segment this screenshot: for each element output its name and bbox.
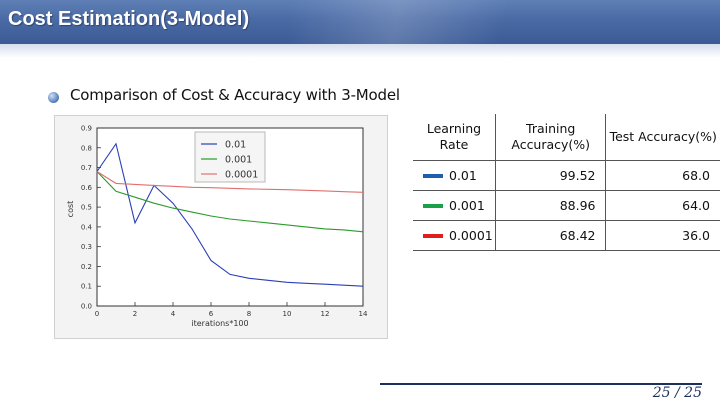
line-swatch — [423, 233, 443, 238]
x-tick-label: 12 — [321, 310, 330, 318]
line-swatch — [423, 173, 443, 178]
line-swatch — [423, 203, 443, 208]
lr-cell: 0.001 — [413, 190, 496, 221]
bullet-text: Comparison of Cost & Accuracy with 3-Mod… — [70, 86, 400, 104]
lr-value: 0.0001 — [449, 228, 493, 243]
header-training-accuracy: Training Accuracy(%) — [495, 114, 607, 161]
cost-chart-svg: 0.0 0.1 0.2 0.3 0.4 0.5 0.6 0.7 0.8 0.9 0 2 4 6 8 10 12 1… — [66, 125, 368, 329]
x-tick-label: 14 — [359, 310, 368, 318]
series-line-0.0001 — [96, 171, 364, 193]
x-tick-label: 4 — [171, 310, 176, 318]
x-tick-label: 8 — [247, 310, 251, 318]
results-table: Learning Rate Training Accuracy(%) Test … — [413, 114, 720, 251]
test-accuracy-cell: 64.0 — [605, 190, 720, 221]
y-tick-label: 0.3 — [81, 243, 92, 251]
header-learning-rate: Learning Rate — [413, 114, 496, 161]
lr-value: 0.001 — [449, 198, 485, 213]
cost-chart: 0.0 0.1 0.2 0.3 0.4 0.5 0.6 0.7 0.8 0.9 0 2 4 6 8 10 12 1… — [54, 115, 388, 339]
title-sheen — [0, 0, 720, 44]
footer-line — [380, 383, 702, 385]
x-tick-label: 0 — [95, 310, 99, 318]
lr-cell: 0.01 — [413, 160, 496, 191]
y-tick-label: 0.2 — [81, 263, 92, 271]
training-accuracy-cell: 68.42 — [495, 220, 607, 251]
legend-label: 0.0001 — [225, 170, 258, 181]
y-tick-label: 0.8 — [81, 144, 92, 152]
y-tick-label: 0.9 — [81, 125, 92, 133]
table-row: 0.0001 68.42 36.0 — [413, 220, 720, 251]
series-line-0.001 — [96, 171, 364, 233]
title-bar — [0, 0, 720, 44]
y-axis-label: cost — [66, 201, 75, 218]
header-test-accuracy: Test Accuracy(%) — [605, 114, 720, 161]
training-accuracy-cell: 99.52 — [495, 160, 607, 191]
y-tick-label: 0.0 — [81, 303, 92, 311]
x-tick-label: 6 — [209, 310, 214, 318]
y-tick-label: 0.5 — [81, 204, 92, 212]
lr-value: 0.01 — [449, 168, 477, 183]
table-row: 0.01 99.52 68.0 — [413, 160, 720, 191]
y-tick-label: 0.6 — [81, 184, 93, 192]
table-row: 0.001 88.96 64.0 — [413, 190, 720, 221]
test-accuracy-cell: 68.0 — [605, 160, 720, 191]
series-line-0.01 — [96, 142, 364, 287]
page-number: 25 / 25 — [652, 385, 702, 401]
y-tick-label: 0.4 — [81, 223, 93, 231]
training-accuracy-cell: 88.96 — [495, 190, 607, 221]
x-axis-label: iterations*100 — [191, 319, 248, 328]
table-header-row: Learning Rate Training Accuracy(%) Test … — [413, 114, 720, 161]
lr-cell: 0.0001 — [413, 220, 496, 251]
bullet-icon — [48, 92, 59, 103]
legend-label: 0.001 — [225, 155, 252, 166]
slide-title: Cost Estimation(3-Model) — [8, 8, 250, 30]
title-shadow — [0, 44, 720, 58]
test-accuracy-cell: 36.0 — [605, 220, 720, 251]
legend-label: 0.01 — [225, 140, 246, 151]
y-tick-label: 0.1 — [81, 283, 92, 291]
x-tick-label: 10 — [283, 310, 292, 318]
y-tick-label: 0.7 — [81, 164, 92, 172]
x-tick-label: 2 — [133, 310, 137, 318]
